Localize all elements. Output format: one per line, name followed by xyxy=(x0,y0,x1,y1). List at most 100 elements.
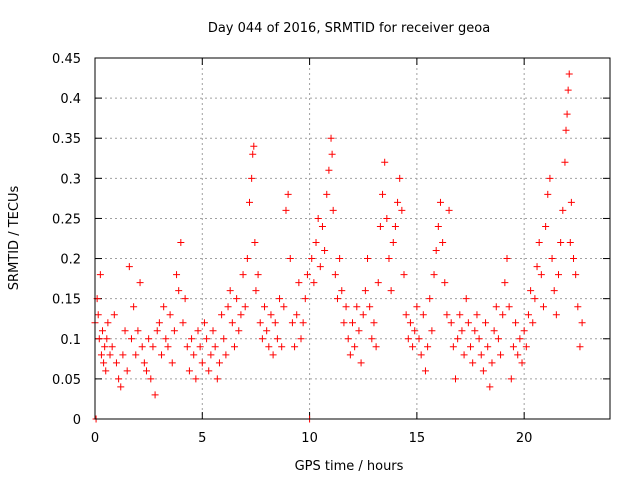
data-point xyxy=(368,335,376,343)
data-point xyxy=(188,335,196,343)
data-point xyxy=(563,110,571,118)
data-point xyxy=(565,70,573,78)
data-point xyxy=(325,166,333,174)
data-point xyxy=(138,343,146,351)
data-point xyxy=(507,375,515,383)
data-point xyxy=(235,327,243,335)
data-point xyxy=(331,271,339,279)
data-point xyxy=(557,239,565,247)
y-tick-label: 0.05 xyxy=(52,373,81,388)
data-point xyxy=(443,311,451,319)
data-point xyxy=(267,311,275,319)
data-point xyxy=(177,239,185,247)
data-point xyxy=(340,319,348,327)
data-point xyxy=(428,327,436,335)
data-point xyxy=(497,351,505,359)
data-point xyxy=(346,351,354,359)
data-point xyxy=(218,311,226,319)
data-point xyxy=(501,279,509,287)
data-point xyxy=(529,319,537,327)
data-point xyxy=(96,271,104,279)
data-point xyxy=(203,335,211,343)
data-point xyxy=(421,367,429,375)
chart-title: Day 044 of 2016, SRMTID for receiver geo… xyxy=(208,21,490,36)
data-point xyxy=(576,343,584,351)
data-point xyxy=(258,335,266,343)
data-point xyxy=(183,343,191,351)
data-point xyxy=(409,343,417,351)
data-point xyxy=(207,351,215,359)
data-point xyxy=(145,335,153,343)
data-point xyxy=(550,287,558,295)
data-point xyxy=(173,271,181,279)
data-point xyxy=(505,303,513,311)
data-point xyxy=(125,263,133,271)
data-point xyxy=(488,359,496,367)
data-point xyxy=(527,287,535,295)
data-point xyxy=(166,311,174,319)
x-axis-label: GPS time / hours xyxy=(295,459,404,474)
data-point xyxy=(514,351,522,359)
data-point xyxy=(147,375,155,383)
data-point xyxy=(99,327,107,335)
data-point xyxy=(209,327,217,335)
data-point xyxy=(295,279,303,287)
data-point xyxy=(379,190,387,198)
data-point xyxy=(110,311,118,319)
data-point xyxy=(381,158,389,166)
data-point xyxy=(419,311,427,319)
data-point xyxy=(417,351,425,359)
data-point xyxy=(293,311,301,319)
data-point xyxy=(482,319,490,327)
data-point xyxy=(117,383,125,391)
data-point xyxy=(321,247,329,255)
data-point xyxy=(224,303,232,311)
data-point xyxy=(458,327,466,335)
data-point xyxy=(196,343,204,351)
data-point xyxy=(115,375,123,383)
data-point xyxy=(308,255,316,263)
data-point xyxy=(430,271,438,279)
data-point xyxy=(280,303,288,311)
data-point xyxy=(355,327,363,335)
data-point xyxy=(374,279,382,287)
data-point xyxy=(213,375,221,383)
data-point xyxy=(364,255,372,263)
data-point xyxy=(353,303,361,311)
data-point xyxy=(570,255,578,263)
data-point xyxy=(398,206,406,214)
data-point xyxy=(464,319,472,327)
data-point xyxy=(297,335,305,343)
data-point xyxy=(233,295,241,303)
data-point xyxy=(544,190,552,198)
data-point xyxy=(357,359,365,367)
data-point xyxy=(288,319,296,327)
data-point xyxy=(103,335,111,343)
data-point xyxy=(318,222,326,230)
data-point xyxy=(415,335,423,343)
grid-layer xyxy=(95,58,610,419)
data-point xyxy=(168,359,176,367)
data-point xyxy=(181,295,189,303)
data-point xyxy=(100,359,108,367)
x-tick-label: 10 xyxy=(301,431,318,446)
data-point xyxy=(467,343,475,351)
data-point xyxy=(387,287,395,295)
data-point xyxy=(486,383,494,391)
x-tick-label: 20 xyxy=(516,431,533,446)
data-point xyxy=(479,367,487,375)
data-point xyxy=(432,247,440,255)
data-point xyxy=(328,150,336,158)
data-point xyxy=(190,351,198,359)
data-point xyxy=(198,359,206,367)
data-point xyxy=(149,343,157,351)
data-point xyxy=(123,367,131,375)
data-point xyxy=(359,311,367,319)
data-point xyxy=(552,311,560,319)
data-point xyxy=(106,351,114,359)
data-point xyxy=(222,351,230,359)
data-point xyxy=(366,303,374,311)
data-point xyxy=(512,319,520,327)
data-point xyxy=(492,303,500,311)
data-point xyxy=(574,303,582,311)
